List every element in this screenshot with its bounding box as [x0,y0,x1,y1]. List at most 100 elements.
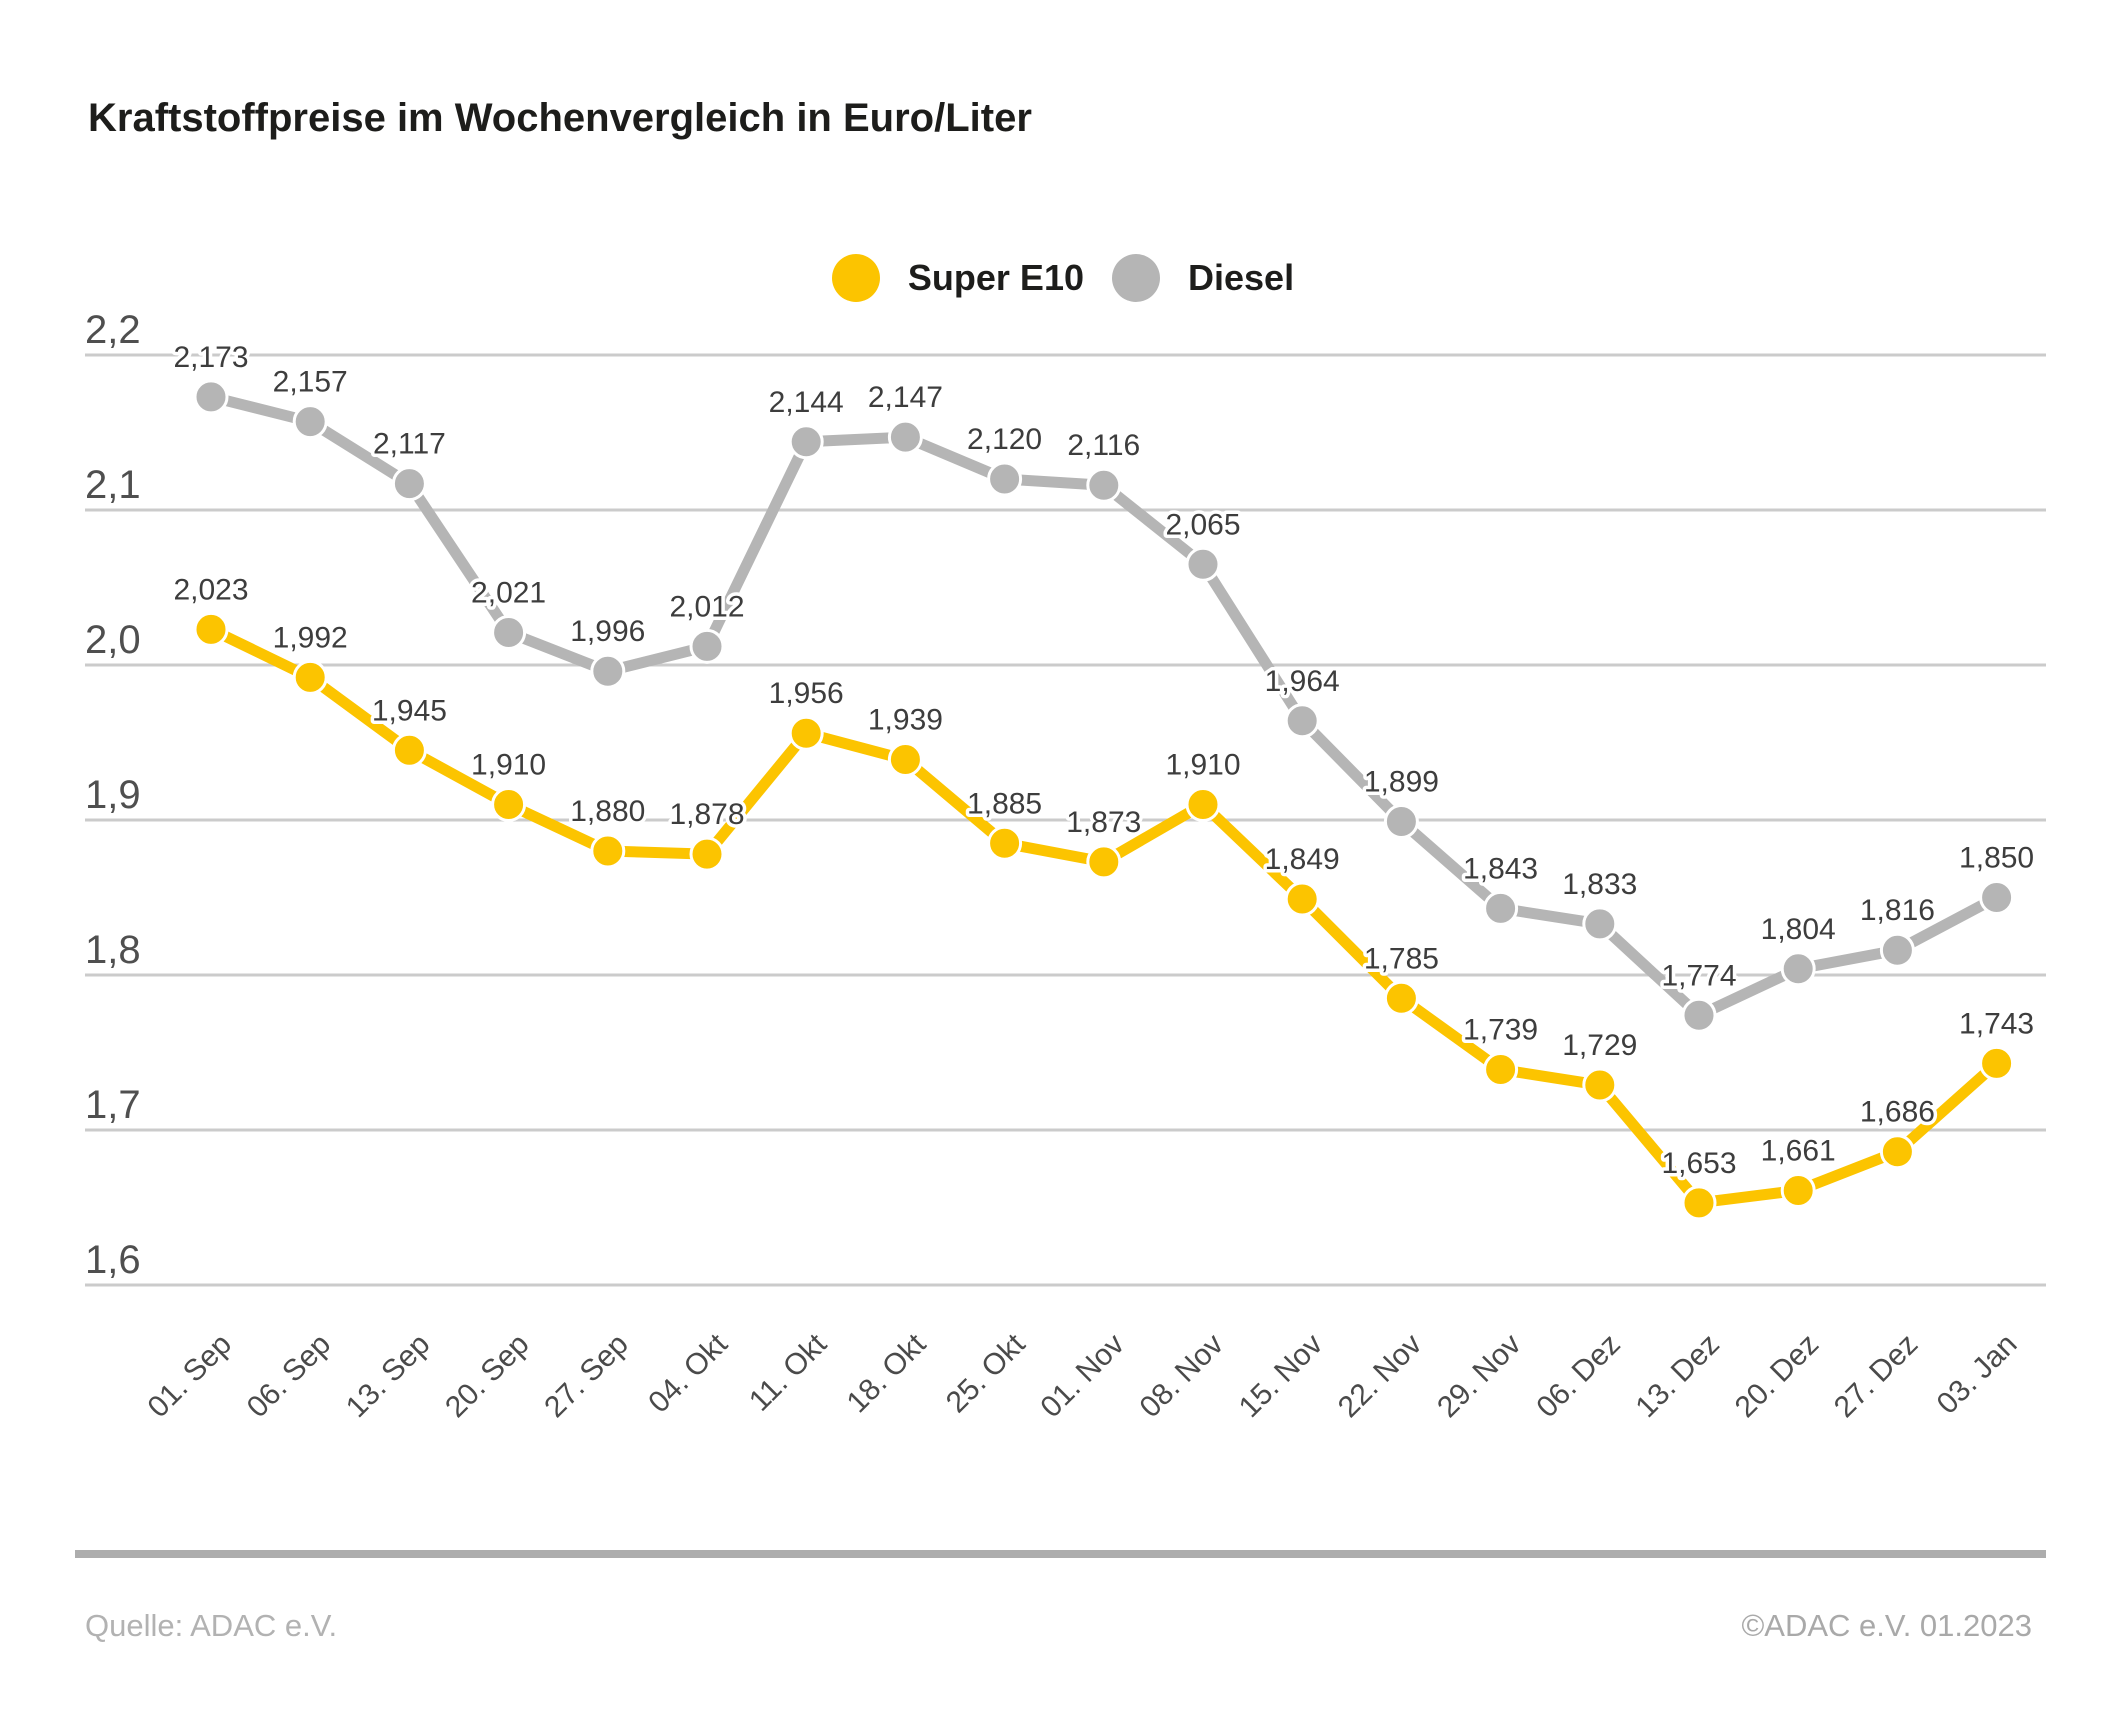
data-point-diesel [590,653,626,689]
data-point-diesel [1979,880,2015,915]
footer-source: Quelle: ADAC e.V. [85,1608,338,1643]
data-label-diesel: 1,833 [1562,868,1637,901]
chart-legend: Super E10 Diesel [0,252,2126,304]
y-axis-tick-label: 2,0 [85,618,141,662]
data-point-diesel [292,404,328,440]
x-axis-tick-label: 01. Sep [141,1328,237,1424]
data-label-super-e10: 1,992 [273,621,348,654]
data-point-diesel [491,614,527,650]
data-point-super-e10 [887,742,923,778]
x-axis-tick-label: 25. Okt [940,1327,1032,1419]
data-label-diesel: 2,147 [868,381,943,414]
x-axis-tick-label: 18. Okt [841,1327,933,1419]
data-label-diesel: 1,774 [1661,959,1736,992]
data-point-diesel [788,424,824,460]
x-axis-tick-label: 22. Nov [1332,1328,1428,1424]
data-label-diesel: 2,173 [173,341,248,374]
x-axis-tick-label: 06. Dez [1530,1328,1626,1424]
data-label-diesel: 2,021 [471,576,546,609]
data-point-diesel [1185,546,1221,582]
x-axis-tick-label: 13. Sep [340,1328,436,1424]
data-point-super-e10 [1383,980,1419,1016]
data-label-diesel: 1,996 [570,615,645,648]
data-point-diesel [689,628,725,664]
data-point-diesel [1780,951,1816,987]
data-label-super-e10: 1,880 [570,795,645,828]
x-axis-tick-label: 03. Jan [1931,1328,2024,1421]
data-label-super-e10: 2,023 [173,573,248,606]
data-label-super-e10: 1,878 [669,798,744,831]
data-point-super-e10 [590,833,626,869]
data-label-diesel: 1,843 [1463,852,1538,885]
data-label-super-e10: 1,910 [471,749,546,782]
data-label-diesel: 2,120 [967,423,1042,456]
x-axis-tick-label: 08. Nov [1134,1328,1230,1424]
x-axis-tick-label: 01. Nov [1034,1328,1130,1424]
x-axis-tick-label: 27. Dez [1828,1328,1924,1424]
data-point-super-e10 [689,836,725,872]
data-point-diesel [1582,906,1618,942]
data-label-diesel: 1,899 [1364,766,1439,799]
legend-label-super-e10: Super E10 [907,257,1084,298]
data-point-super-e10 [391,732,427,768]
data-point-diesel [1284,703,1320,739]
data-point-super-e10 [1582,1067,1618,1103]
data-point-super-e10 [788,715,824,751]
data-point-diesel [1383,804,1419,840]
legend-dot-diesel-icon [1112,254,1160,302]
data-label-diesel: 1,804 [1761,913,1836,946]
y-axis-tick-label: 1,8 [85,928,141,972]
data-point-diesel [1681,997,1717,1033]
data-label-super-e10: 1,653 [1661,1147,1736,1180]
data-label-diesel: 1,964 [1265,665,1340,698]
x-axis-tick-label: 15. Nov [1233,1328,1329,1424]
data-point-super-e10 [987,825,1023,861]
data-label-super-e10: 1,885 [967,787,1042,820]
x-axis-tick-label: 29. Nov [1431,1328,1527,1424]
data-label-diesel: 2,116 [1067,429,1140,462]
data-point-super-e10 [1483,1052,1519,1088]
data-label-diesel: 2,012 [669,590,744,623]
data-label-diesel: 1,850 [1959,842,2034,875]
data-point-diesel [987,461,1023,497]
data-point-super-e10 [1879,1134,1915,1170]
legend-dot-super-e10-icon [831,254,880,302]
data-point-super-e10 [1086,844,1122,880]
y-axis-tick-label: 2,1 [85,463,141,507]
x-axis-tick-label: 20. Dez [1729,1328,1825,1424]
data-label-diesel: 2,065 [1165,508,1240,541]
data-label-super-e10: 1,939 [868,704,943,737]
data-label-diesel: 2,144 [769,386,844,419]
chart-title: Kraftstoffpreise im Wochenvergleich in E… [88,96,1032,140]
data-point-diesel [1879,932,1915,968]
x-axis-tick-label: 20. Sep [439,1328,535,1424]
data-point-diesel [193,379,229,415]
data-point-diesel [1483,890,1519,926]
data-point-super-e10 [491,787,527,822]
y-axis-tick-label: 1,6 [85,1238,141,1282]
data-point-diesel [887,419,923,455]
data-label-super-e10: 1,785 [1364,942,1439,975]
legend-item-diesel: Diesel [1112,254,1294,302]
y-axis-tick-label: 1,7 [85,1083,141,1127]
data-point-super-e10 [1681,1185,1717,1221]
data-point-diesel [1086,467,1122,503]
data-label-super-e10: 1,849 [1265,843,1340,876]
data-point-diesel [391,466,427,502]
data-label-super-e10: 1,873 [1066,806,1141,839]
x-axis-tick-label: 27. Sep [538,1328,634,1424]
data-point-super-e10 [1979,1045,2015,1081]
footer-copyright: ©ADAC e.V. 01.2023 [1741,1608,2032,1643]
data-point-super-e10 [1185,787,1221,822]
x-axis-tick-label: 04. Okt [642,1327,734,1419]
legend-item-super-e10: Super E10 [831,254,1084,302]
data-label-super-e10: 1,686 [1860,1096,1935,1129]
data-label-super-e10: 1,729 [1562,1029,1637,1062]
data-label-diesel: 2,117 [373,428,446,461]
data-point-super-e10 [1284,881,1320,917]
data-point-super-e10 [193,611,229,647]
legend-label-diesel: Diesel [1188,257,1295,298]
data-label-super-e10: 1,743 [1959,1007,2034,1040]
